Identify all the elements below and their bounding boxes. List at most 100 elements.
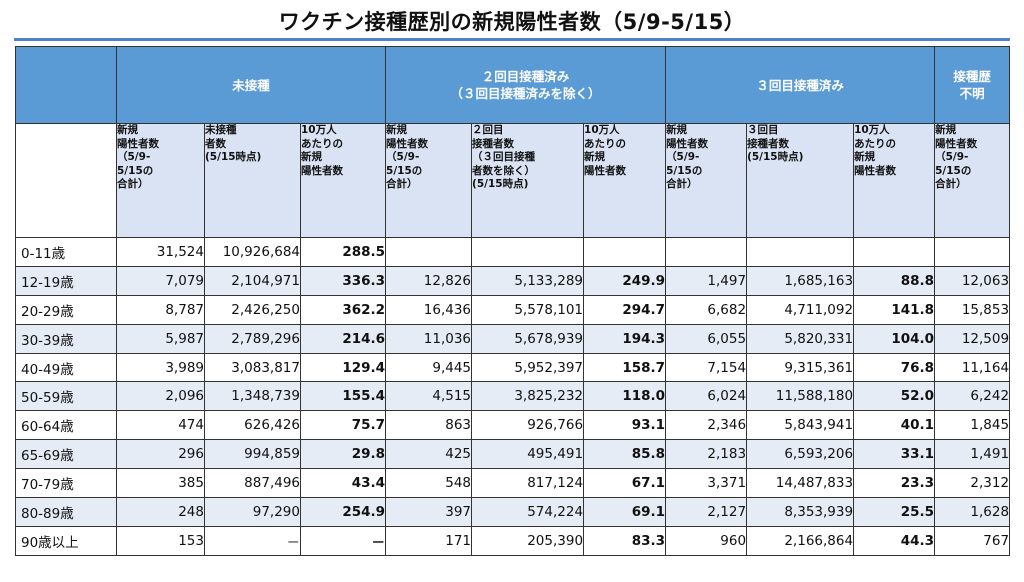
dose3-new-cell: 6,055 <box>665 323 748 354</box>
unvax-rate-cell: 336.3 <box>299 265 387 296</box>
unvax-count-cell: 1,348,739 <box>204 381 301 412</box>
unvax-count-cell: 2,426,250 <box>204 294 301 325</box>
unvax-rate-cell: － <box>299 525 387 556</box>
dose3-count-cell: 2,166,864 <box>746 525 855 556</box>
dose3-new-cell: 2,127 <box>665 497 748 527</box>
unknown-new-cell: 15,853 <box>934 294 1011 325</box>
age-cell: 0-11歳 <box>15 237 117 267</box>
dose2-rate-cell: 85.8 <box>583 439 667 470</box>
unvax-new-cell: 385 <box>116 468 205 499</box>
unknown-new-cell: 2,312 <box>934 468 1011 499</box>
age-cell: 40-49歳 <box>15 352 117 383</box>
unvax-rate-cell: 362.2 <box>299 294 387 325</box>
dose2-new-cell: 4,515 <box>385 381 473 412</box>
table-body: 0-11歳 31,524 10,926,684 288.5 12-19歳 7,079 2,1… <box>15 237 1011 556</box>
unvax-new-cell: 8,787 <box>116 294 205 325</box>
subheader-unvax-new: 新規 陽性者数 （5/9- 5/15の 合計） <box>116 123 205 238</box>
dose3-count-cell: 11,588,180 <box>746 381 855 412</box>
table-row: 90歳以上 153 －－ 171 205,390 83.3 960 2,166,864 44.3… <box>15 525 1011 556</box>
unknown-new-cell: 12,063 <box>934 265 1011 296</box>
table-row: 40-49歳 3,989 3,083,817 129.4 9,445 5,952,397 1… <box>15 352 1011 383</box>
dose3-count-cell: 5,820,331 <box>746 323 855 354</box>
unvax-count-cell: 97,290 <box>204 497 301 527</box>
unknown-new-cell: 1,628 <box>934 497 1011 527</box>
unvax-new-cell: 296 <box>116 439 205 470</box>
unvax-new-cell: 2,096 <box>116 381 205 412</box>
corner-header-cell <box>15 46 117 124</box>
subheader-unvax-rate: 10万人 あたりの 新規 陽性者数 <box>299 123 387 238</box>
unvax-count-cell: 994,859 <box>204 439 301 470</box>
unknown-new-cell: 11,164 <box>934 352 1011 383</box>
age-cell: 65-69歳 <box>15 439 117 470</box>
dose2-new-cell: 548 <box>385 468 473 499</box>
unvax-count-cell: 3,083,817 <box>204 352 301 383</box>
dose3-rate-cell: 76.8 <box>853 352 936 383</box>
age-cell: 20-29歳 <box>15 294 117 325</box>
dose2-count-cell: 5,133,289 <box>471 265 585 296</box>
unvax-count-cell: 10,926,684 <box>204 237 301 267</box>
dose2-count-cell: 3,825,232 <box>471 381 585 412</box>
unvax-rate-cell: 214.6 <box>299 323 387 354</box>
subheader-d3-rate: 10万人 あたりの 新規 陽性者数 <box>853 123 936 238</box>
table-row: 65-69歳 296 994,859 29.8 425 495,491 85.8 2,183 6… <box>15 439 1011 470</box>
dose3-new-cell: 3,371 <box>665 468 748 499</box>
subheader-d3-count: ３回目 接種者数 (5/15時点) <box>746 123 855 238</box>
table-row: 80-89歳 248 97,290 254.9 397 574,224 69.1 2,127 8… <box>15 497 1011 527</box>
dose2-rate-cell: 249.9 <box>583 265 667 296</box>
dose3-new-cell: 960 <box>665 525 748 556</box>
group-header-dose3: ３回目接種済み <box>665 46 936 124</box>
unvax-new-cell: 248 <box>116 497 205 527</box>
subheader-unknown-new: 新規 陽性者数 （5/9- 5/15の 合計） <box>934 123 1011 238</box>
unvax-new-cell: 7,079 <box>116 265 205 296</box>
dose2-new-cell: 397 <box>385 497 473 527</box>
unvax-rate-cell: 254.9 <box>299 497 387 527</box>
dose2-rate-cell: 158.7 <box>583 352 667 383</box>
dose3-new-cell: 2,183 <box>665 439 748 470</box>
unvax-rate-cell: 43.4 <box>299 468 387 499</box>
dose2-rate-cell: 67.1 <box>583 468 667 499</box>
table-row: 50-59歳 2,096 1,348,739 155.4 4,515 3,825,232 1… <box>15 381 1011 412</box>
dose2-new-cell: 171 <box>385 525 473 556</box>
dose3-count-cell: 1,685,163 <box>746 265 855 296</box>
dose2-new-cell: 9,445 <box>385 352 473 383</box>
dose2-rate-cell: 93.1 <box>583 410 667 441</box>
title-underline <box>14 38 1010 41</box>
dose3-rate-cell <box>853 237 936 267</box>
subheader-d2-new: 新規 陽性者数 （5/9- 5/15の 合計） <box>385 123 473 238</box>
dose2-new-cell: 425 <box>385 439 473 470</box>
dose3-count-cell: 4,711,092 <box>746 294 855 325</box>
table-row: 0-11歳 31,524 10,926,684 288.5 <box>15 237 1011 267</box>
dose3-count-cell: 14,487,833 <box>746 468 855 499</box>
dose3-rate-cell: 52.0 <box>853 381 936 412</box>
dose3-count-cell: 5,843,941 <box>746 410 855 441</box>
unvax-rate-cell: 75.7 <box>299 410 387 441</box>
group-header-dose2: ２回目接種済み （３回目接種済みを除く） <box>385 46 667 124</box>
dose3-new-cell: 7,154 <box>665 352 748 383</box>
unvax-count-cell: 2,104,971 <box>204 265 301 296</box>
dose3-new-cell <box>665 237 748 267</box>
group-header-unvaccinated: 未接種 <box>115 46 387 124</box>
age-cell: 80-89歳 <box>15 497 117 527</box>
age-cell: 30-39歳 <box>15 323 117 354</box>
dose2-count-cell: 5,678,939 <box>471 323 585 354</box>
dose3-rate-cell: 88.8 <box>853 265 936 296</box>
dose3-rate-cell: 25.5 <box>853 497 936 527</box>
group-header-unknown: 接種歴 不明 <box>934 46 1011 124</box>
unknown-new-cell <box>934 237 1011 267</box>
age-cell: 50-59歳 <box>15 381 117 412</box>
dose3-rate-cell: 44.3 <box>853 525 936 556</box>
dose3-rate-cell: 23.3 <box>853 468 936 499</box>
age-cell: 90歳以上 <box>15 525 117 556</box>
dose2-rate-cell: 194.3 <box>583 323 667 354</box>
dose3-count-cell: 6,593,206 <box>746 439 855 470</box>
dose2-count-cell: 495,491 <box>471 439 585 470</box>
dose2-rate-cell: 83.3 <box>583 525 667 556</box>
dose2-count-cell: 574,224 <box>471 497 585 527</box>
dose3-new-cell: 2,346 <box>665 410 748 441</box>
dose3-rate-cell: 104.0 <box>853 323 936 354</box>
unvax-new-cell: 153 <box>116 525 205 556</box>
dose2-rate-cell: 69.1 <box>583 497 667 527</box>
dose2-count-cell: 817,124 <box>471 468 585 499</box>
unvax-new-cell: 31,524 <box>116 237 205 267</box>
subheader-d2-rate: 10万人 あたりの 新規 陽性者数 <box>583 123 667 238</box>
